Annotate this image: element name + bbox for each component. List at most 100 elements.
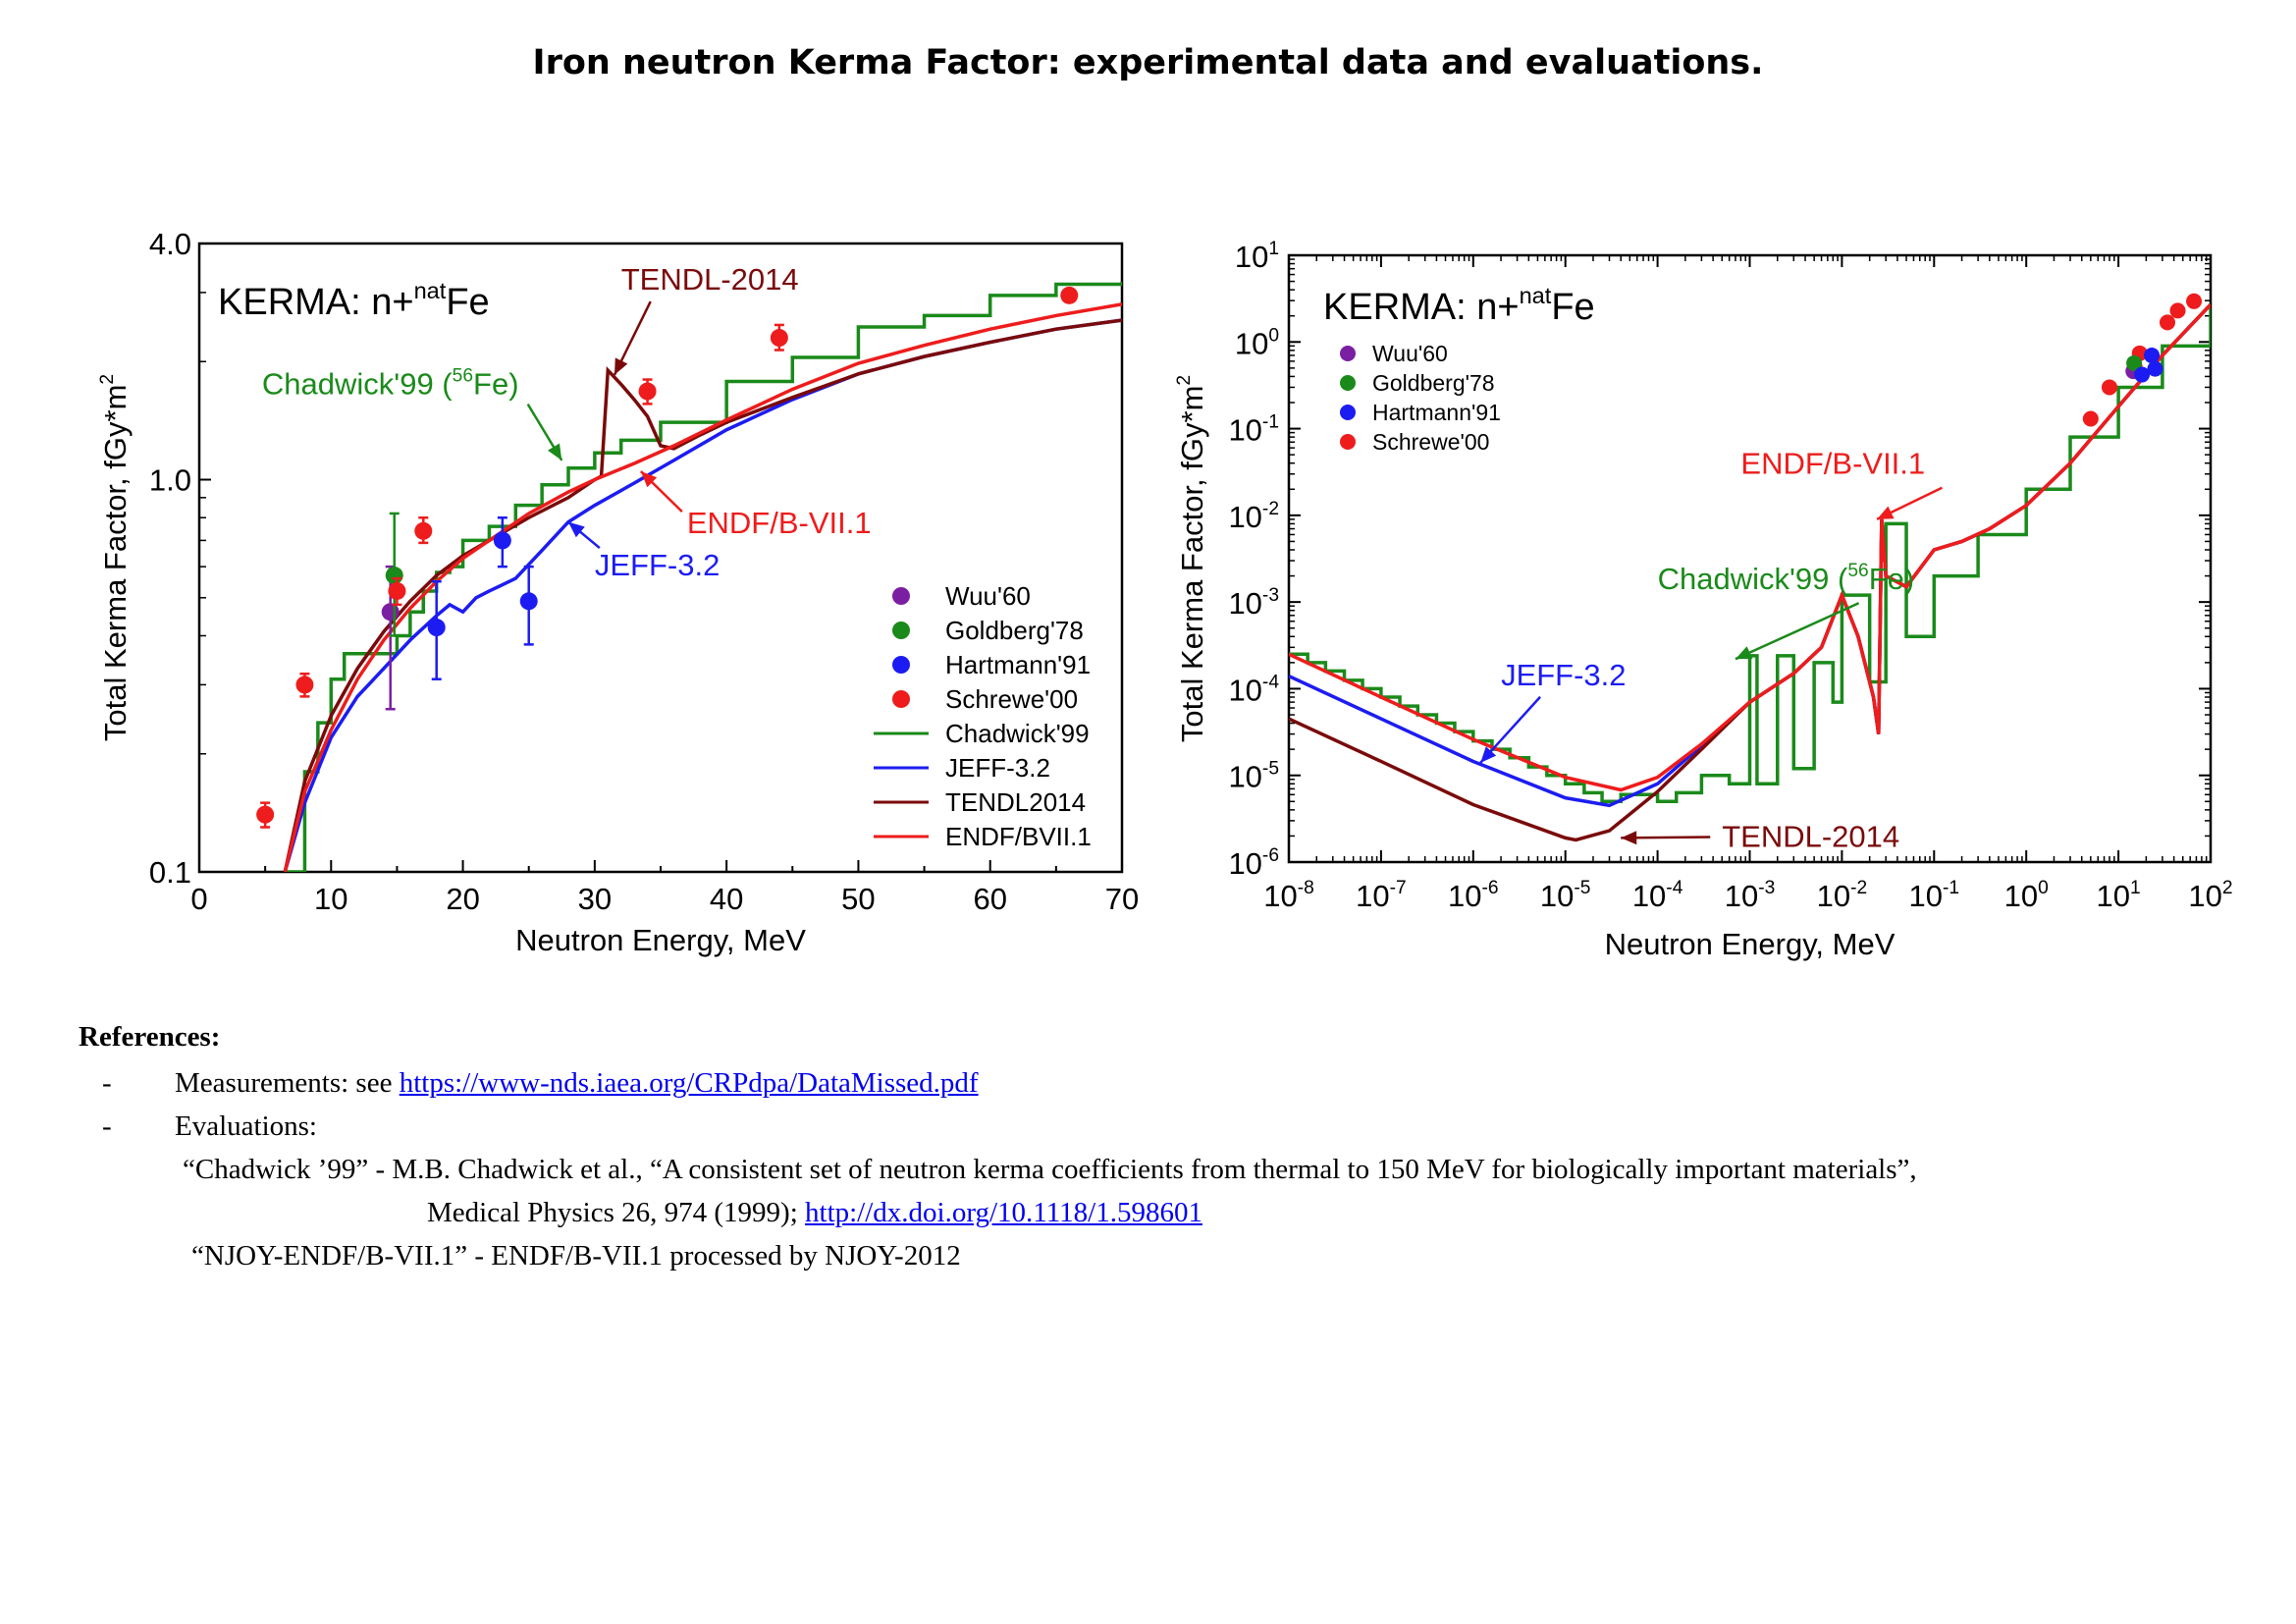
- plot-label: KERMA: n+natFe: [218, 278, 490, 323]
- y-tick-label: 10-1: [1228, 412, 1279, 448]
- measurements-link[interactable]: https://www-nds.iaea.org/CRPdpa/DataMiss…: [399, 1067, 979, 1099]
- series-line-endf-bvii-1: [1289, 302, 2211, 792]
- x-tick-label: 10-2: [1817, 878, 1868, 913]
- data-point-hartmann-91: [2134, 366, 2151, 383]
- reference-njoy: “NJOY-ENDF/B-VII.1” - ENDF/B-VII.1 proce…: [191, 1240, 961, 1272]
- data-point-schrewe-00: [388, 581, 406, 600]
- y-tick-label: 10-2: [1228, 499, 1279, 534]
- y-axis-label: Total Kerma Factor, fGy*m2: [97, 374, 133, 741]
- legend-label: Chadwick'99: [945, 719, 1090, 748]
- annotation-jeff-3-2: JEFF-3.2: [595, 548, 720, 582]
- data-point-schrewe-00: [256, 805, 275, 824]
- data-point-hartmann-91: [2147, 360, 2163, 377]
- legend-marker: [892, 690, 910, 708]
- chadwick-doi-link[interactable]: http://dx.doi.org/10.1118/1.598601: [805, 1197, 1202, 1228]
- y-tick-label: 101: [1235, 239, 1279, 274]
- y-tick-label: 1.0: [149, 463, 191, 498]
- x-tick-label: 10-4: [1632, 878, 1683, 913]
- legend-label: JEFF-3.2: [945, 753, 1050, 783]
- annotation-arrow: [1735, 602, 1860, 661]
- series-line-endf-bvii-1: [283, 302, 1122, 872]
- reference-measurements: - Measurements: see https://www-nds.iaea.…: [79, 1061, 2258, 1105]
- legend-marker: [892, 622, 910, 639]
- data-point-schrewe-00: [1060, 286, 1079, 304]
- x-axis-label: Neutron Energy, MeV: [1605, 927, 1896, 961]
- data-point-schrewe-00: [2082, 410, 2099, 427]
- x-tick-label: 0: [190, 882, 207, 916]
- y-tick-label: 10-6: [1228, 845, 1279, 881]
- legend-label: Goldberg'78: [945, 616, 1084, 645]
- x-tick-label: 50: [841, 882, 875, 916]
- legend-marker: [892, 656, 910, 674]
- reference-chadwick-continued: Medical Physics 26, 974 (1999); http://d…: [79, 1191, 2258, 1234]
- measurements-label: Measurements: see: [175, 1067, 400, 1099]
- series-group: [283, 281, 1122, 872]
- legend-marker: [892, 587, 910, 605]
- data-point-schrewe-00: [295, 676, 314, 694]
- data-point-schrewe-00: [2102, 379, 2117, 396]
- data-point-hartmann-91: [427, 619, 446, 637]
- x-tick-label: 10-1: [1909, 878, 1960, 913]
- x-tick-label: 102: [2188, 878, 2232, 913]
- x-tick-label: 10-5: [1540, 878, 1591, 913]
- x-tick-label: 101: [2097, 878, 2141, 913]
- annotation-arrow-head: [1877, 506, 1895, 519]
- annotation-tendl-2014: TENDL-2014: [621, 262, 799, 297]
- list-dash: -: [102, 1067, 112, 1099]
- x-tick-label: 70: [1105, 882, 1139, 916]
- legend-label: ENDF/BVII.1: [945, 822, 1092, 851]
- y-tick-label: 10-3: [1228, 585, 1279, 621]
- series-line-chadwick-99: [1289, 302, 2211, 804]
- data-point-goldberg-78: [385, 567, 403, 585]
- data-point-schrewe-00: [2169, 302, 2186, 319]
- x-tick-label: 60: [973, 882, 1006, 916]
- annotation-arrow-head: [614, 357, 628, 375]
- x-tick-label: 10-3: [1725, 878, 1776, 913]
- x-tick-label: 100: [2004, 878, 2049, 913]
- reference-evaluations: - Evaluations:: [79, 1105, 2258, 1148]
- x-tick-label: 20: [446, 882, 479, 916]
- x-tick-label: 10: [314, 882, 347, 916]
- y-axis-label: Total Kerma Factor, fGy*m2: [1174, 375, 1209, 742]
- x-tick-label: 30: [578, 882, 612, 916]
- legend-marker: [1340, 434, 1356, 450]
- data-point-schrewe-00: [638, 382, 657, 401]
- series-group: [1289, 302, 2211, 842]
- left-chart-kerma-linear: 0 10 20 30 40 50 60 70 0.1 1.0 4.0 Neutron Energy, …: [97, 227, 1139, 957]
- data-point-schrewe-00: [2160, 314, 2176, 331]
- legend-label: Wuu'60: [945, 581, 1031, 611]
- page-title: Iron neutron Kerma Factor: experimental …: [532, 43, 1764, 82]
- legend-marker: [1340, 405, 1356, 420]
- data-point-schrewe-00: [770, 329, 788, 348]
- plot-label: KERMA: n+natFe: [1323, 283, 1595, 328]
- x-axis-label: Neutron Energy, MeV: [515, 923, 806, 957]
- legend-marker: [1340, 346, 1356, 361]
- y-tick-label: 0.1: [149, 855, 191, 890]
- legend-label: Schrewe'00: [945, 684, 1078, 714]
- annotation-tendl-2014: TENDL-2014: [1722, 819, 1899, 853]
- data-point-hartmann-91: [519, 592, 538, 611]
- annotation-arrow-head: [640, 471, 658, 488]
- evaluations-label: Evaluations:: [175, 1110, 317, 1142]
- annotation-chadwick-99: Chadwick'99 (56Fe): [1658, 561, 1915, 596]
- legend-label: Schrewe'00: [1372, 429, 1489, 455]
- x-tick-label: 40: [710, 882, 743, 916]
- x-tick-label: 10-7: [1356, 878, 1407, 913]
- legend-label: Goldberg'78: [1372, 370, 1495, 396]
- data-point-hartmann-91: [493, 531, 511, 550]
- data-point-schrewe-00: [414, 521, 433, 540]
- data-point-goldberg-78: [2126, 354, 2143, 371]
- legend-label: Hartmann'91: [945, 650, 1091, 679]
- legend-label: Hartmann'91: [1372, 400, 1501, 425]
- data-point-hartmann-91: [2144, 347, 2161, 363]
- references-heading: References:: [79, 1021, 221, 1053]
- annotation-arrow-head: [548, 443, 562, 460]
- y-tick-label: 10-5: [1228, 759, 1279, 794]
- legend-marker: [1340, 375, 1356, 391]
- legend-label: TENDL2014: [945, 787, 1086, 817]
- y-tick-label: 4.0: [149, 227, 191, 261]
- x-tick-label: 10-8: [1263, 878, 1314, 913]
- series-line-tendl2014: [283, 318, 1122, 872]
- legend-label: Wuu'60: [1372, 341, 1448, 366]
- x-tick-label: 10-6: [1448, 878, 1499, 913]
